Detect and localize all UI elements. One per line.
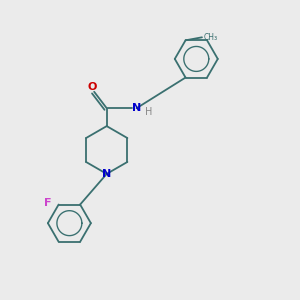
Text: CH₃: CH₃ (204, 33, 218, 42)
Text: H: H (146, 107, 153, 117)
Text: F: F (44, 198, 51, 208)
Text: N: N (102, 169, 111, 179)
Text: N: N (132, 103, 141, 113)
Text: O: O (88, 82, 98, 92)
